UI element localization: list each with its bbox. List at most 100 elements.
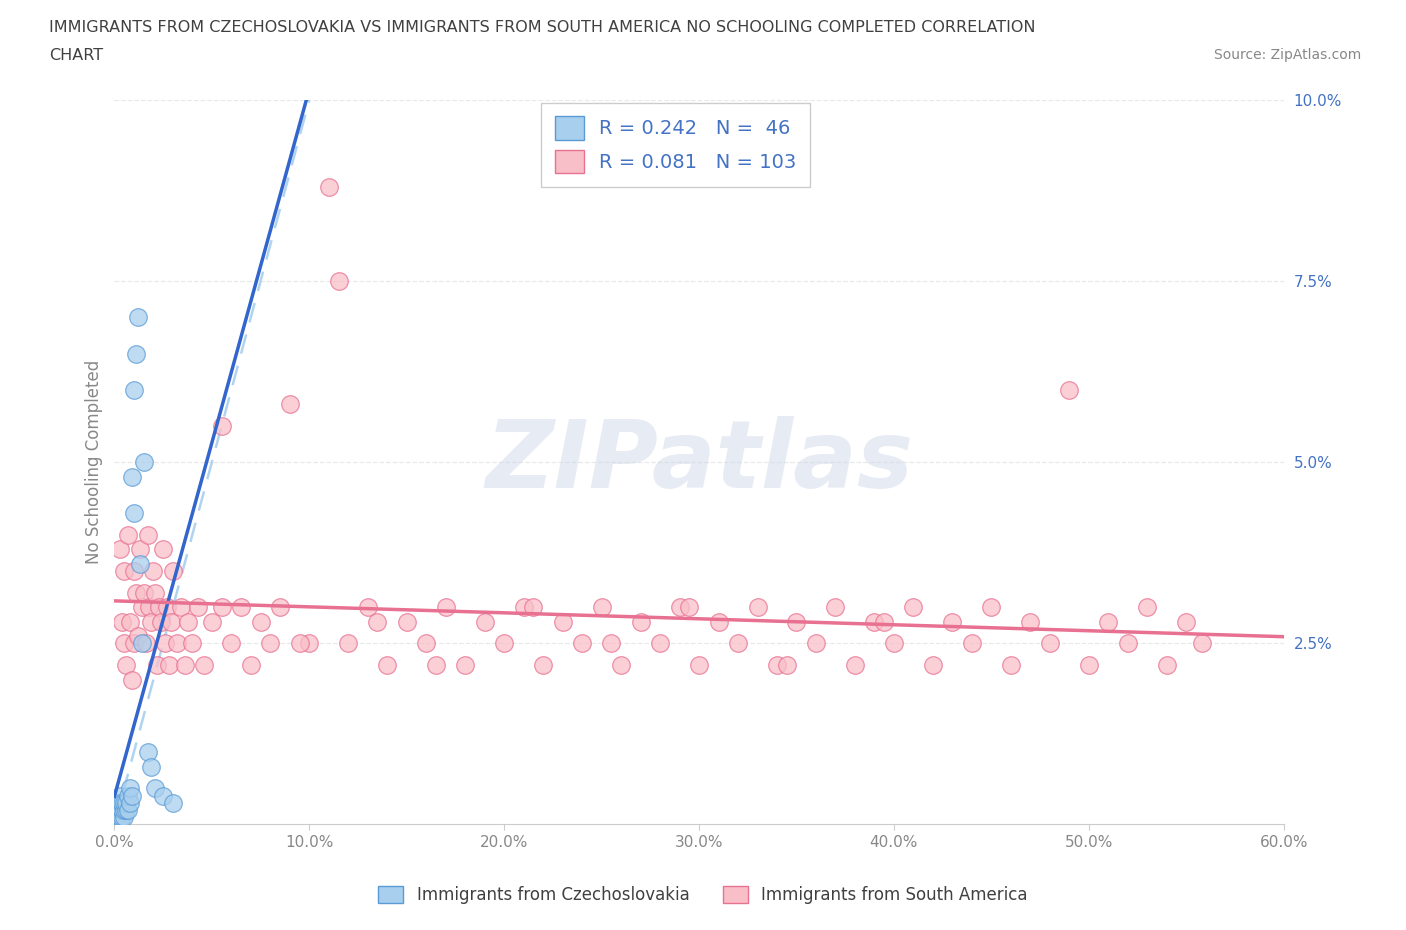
Legend: Immigrants from Czechoslovakia, Immigrants from South America: Immigrants from Czechoslovakia, Immigran…: [371, 879, 1035, 910]
Point: [434, 600, 457, 615]
Point: [824, 600, 846, 615]
Point: [211, 418, 233, 433]
Point: [221, 636, 243, 651]
Point: [193, 658, 215, 672]
Point: [105, 803, 128, 817]
Point: [125, 585, 148, 600]
Point: [162, 564, 184, 578]
Point: [112, 564, 135, 578]
Point: [357, 600, 380, 615]
Point: [112, 810, 135, 825]
Point: [883, 636, 905, 651]
Point: [107, 803, 129, 817]
Point: [288, 636, 311, 651]
Point: [707, 614, 730, 629]
Point: [107, 810, 129, 825]
Point: [169, 600, 191, 615]
Point: [337, 636, 360, 651]
Point: [143, 585, 166, 600]
Point: [115, 658, 138, 672]
Point: [1116, 636, 1139, 651]
Point: [122, 382, 145, 397]
Point: [454, 658, 477, 672]
Point: [105, 810, 128, 825]
Point: [177, 614, 200, 629]
Point: [678, 600, 700, 615]
Point: [522, 600, 544, 615]
Point: [131, 636, 153, 651]
Point: [110, 817, 132, 832]
Point: [136, 527, 159, 542]
Point: [127, 629, 149, 644]
Point: [107, 795, 129, 810]
Point: [318, 179, 340, 194]
Point: [132, 585, 155, 600]
Point: [571, 636, 593, 651]
Point: [903, 600, 925, 615]
Point: [776, 658, 799, 672]
Point: [1019, 614, 1042, 629]
Point: [425, 658, 447, 672]
Point: [110, 810, 132, 825]
Point: [551, 614, 574, 629]
Point: [591, 600, 613, 615]
Point: [395, 614, 418, 629]
Point: [249, 614, 271, 629]
Point: [143, 781, 166, 796]
Point: [166, 636, 188, 651]
Point: [160, 614, 183, 629]
Point: [128, 542, 150, 557]
Point: [1136, 600, 1159, 615]
Point: [328, 273, 350, 288]
Point: [1191, 636, 1213, 651]
Text: Source: ZipAtlas.com: Source: ZipAtlas.com: [1213, 48, 1361, 62]
Text: CHART: CHART: [49, 48, 103, 63]
Point: [648, 636, 671, 651]
Point: [1156, 658, 1178, 672]
Point: [110, 803, 132, 817]
Point: [117, 803, 139, 817]
Point: [111, 614, 134, 629]
Point: [494, 636, 516, 651]
Point: [112, 636, 135, 651]
Point: [111, 803, 134, 817]
Point: [127, 310, 149, 325]
Point: [785, 614, 807, 629]
Legend: R = 0.242   N =  46, R = 0.081   N = 103: R = 0.242 N = 46, R = 0.081 N = 103: [541, 102, 810, 187]
Point: [980, 600, 1002, 615]
Point: [122, 506, 145, 521]
Point: [121, 672, 143, 687]
Point: [941, 614, 963, 629]
Point: [105, 817, 128, 832]
Point: [112, 803, 135, 817]
Point: [105, 795, 128, 810]
Point: [111, 795, 134, 810]
Point: [688, 658, 710, 672]
Y-axis label: No Schooling Completed: No Schooling Completed: [86, 360, 103, 565]
Point: [181, 636, 204, 651]
Point: [375, 658, 398, 672]
Point: [531, 658, 554, 672]
Point: [110, 788, 132, 803]
Point: [107, 803, 129, 817]
Point: [1000, 658, 1022, 672]
Point: [804, 636, 827, 651]
Point: [125, 346, 148, 361]
Text: IMMIGRANTS FROM CZECHOSLOVAKIA VS IMMIGRANTS FROM SOUTH AMERICA NO SCHOOLING COM: IMMIGRANTS FROM CZECHOSLOVAKIA VS IMMIGR…: [49, 20, 1036, 35]
Point: [156, 600, 179, 615]
Point: [863, 614, 886, 629]
Point: [366, 614, 388, 629]
Point: [415, 636, 437, 651]
Point: [298, 636, 321, 651]
Point: [122, 564, 145, 578]
Point: [118, 781, 141, 796]
Point: [128, 556, 150, 571]
Point: [105, 817, 128, 832]
Point: [610, 658, 633, 672]
Point: [121, 470, 143, 485]
Point: [1097, 614, 1119, 629]
Point: [118, 795, 141, 810]
Point: [1077, 658, 1099, 672]
Point: [157, 658, 180, 672]
Point: [110, 542, 132, 557]
